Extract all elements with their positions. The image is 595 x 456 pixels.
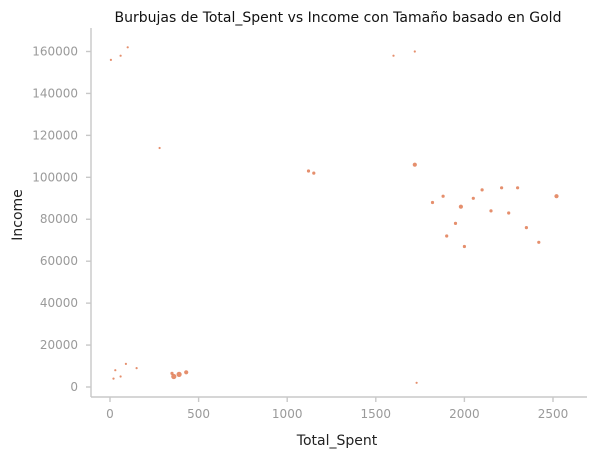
x-tick-label: 0 — [106, 407, 114, 421]
x-ticks: 0 500 1000 1500 2000 2500 — [106, 397, 568, 421]
data-point — [184, 370, 189, 375]
y-tick-label: 80000 — [40, 212, 78, 226]
data-point — [126, 46, 129, 49]
data-point — [500, 186, 504, 190]
data-point — [171, 373, 177, 380]
data-point — [430, 200, 435, 205]
data-point — [135, 367, 138, 370]
y-tick-label: 40000 — [40, 296, 78, 310]
data-point — [516, 186, 520, 190]
data-point — [458, 204, 463, 209]
y-tick-label: 60000 — [40, 254, 78, 268]
y-tick-label: 0 — [70, 380, 78, 394]
data-point — [480, 188, 484, 192]
y-tick-label: 160000 — [32, 44, 78, 58]
data-point — [112, 377, 115, 380]
y-tick-label: 120000 — [32, 128, 78, 142]
data-point — [445, 234, 449, 238]
plot-points — [109, 46, 559, 384]
data-point — [158, 146, 161, 150]
data-point — [119, 54, 122, 57]
data-point — [554, 194, 559, 199]
data-point — [114, 369, 117, 372]
x-tick-label: 2500 — [538, 407, 569, 421]
data-point — [119, 375, 122, 378]
data-point — [489, 209, 493, 213]
data-point — [176, 371, 182, 377]
data-point — [170, 371, 174, 375]
data-point — [392, 54, 395, 57]
data-point — [471, 196, 475, 200]
data-point — [453, 221, 458, 225]
chart-title: Burbujas de Total_Spent vs Income con Ta… — [115, 10, 562, 26]
data-point — [412, 162, 417, 167]
x-tick-label: 500 — [187, 407, 210, 421]
data-point — [441, 194, 445, 198]
y-tick-label: 100000 — [32, 170, 78, 184]
x-axis-title: Total_Spent — [296, 433, 378, 449]
data-point — [413, 50, 416, 53]
x-tick-label: 2000 — [449, 407, 480, 421]
y-tick-label: 140000 — [32, 86, 78, 100]
data-point — [109, 58, 112, 62]
data-point — [312, 171, 316, 175]
data-point — [537, 240, 541, 244]
data-point — [462, 244, 466, 249]
y-tick-label: 20000 — [40, 338, 78, 352]
data-point — [507, 211, 511, 215]
data-point — [306, 169, 311, 173]
data-point — [415, 381, 418, 384]
data-point — [524, 226, 529, 230]
x-tick-label: 1000 — [272, 407, 303, 421]
y-ticks: 0 20000 40000 60000 80000 100000 120000 140000 1… — [32, 44, 91, 394]
data-point — [124, 362, 127, 365]
x-tick-label: 1500 — [361, 407, 392, 421]
y-axis-title: Income — [10, 189, 26, 241]
